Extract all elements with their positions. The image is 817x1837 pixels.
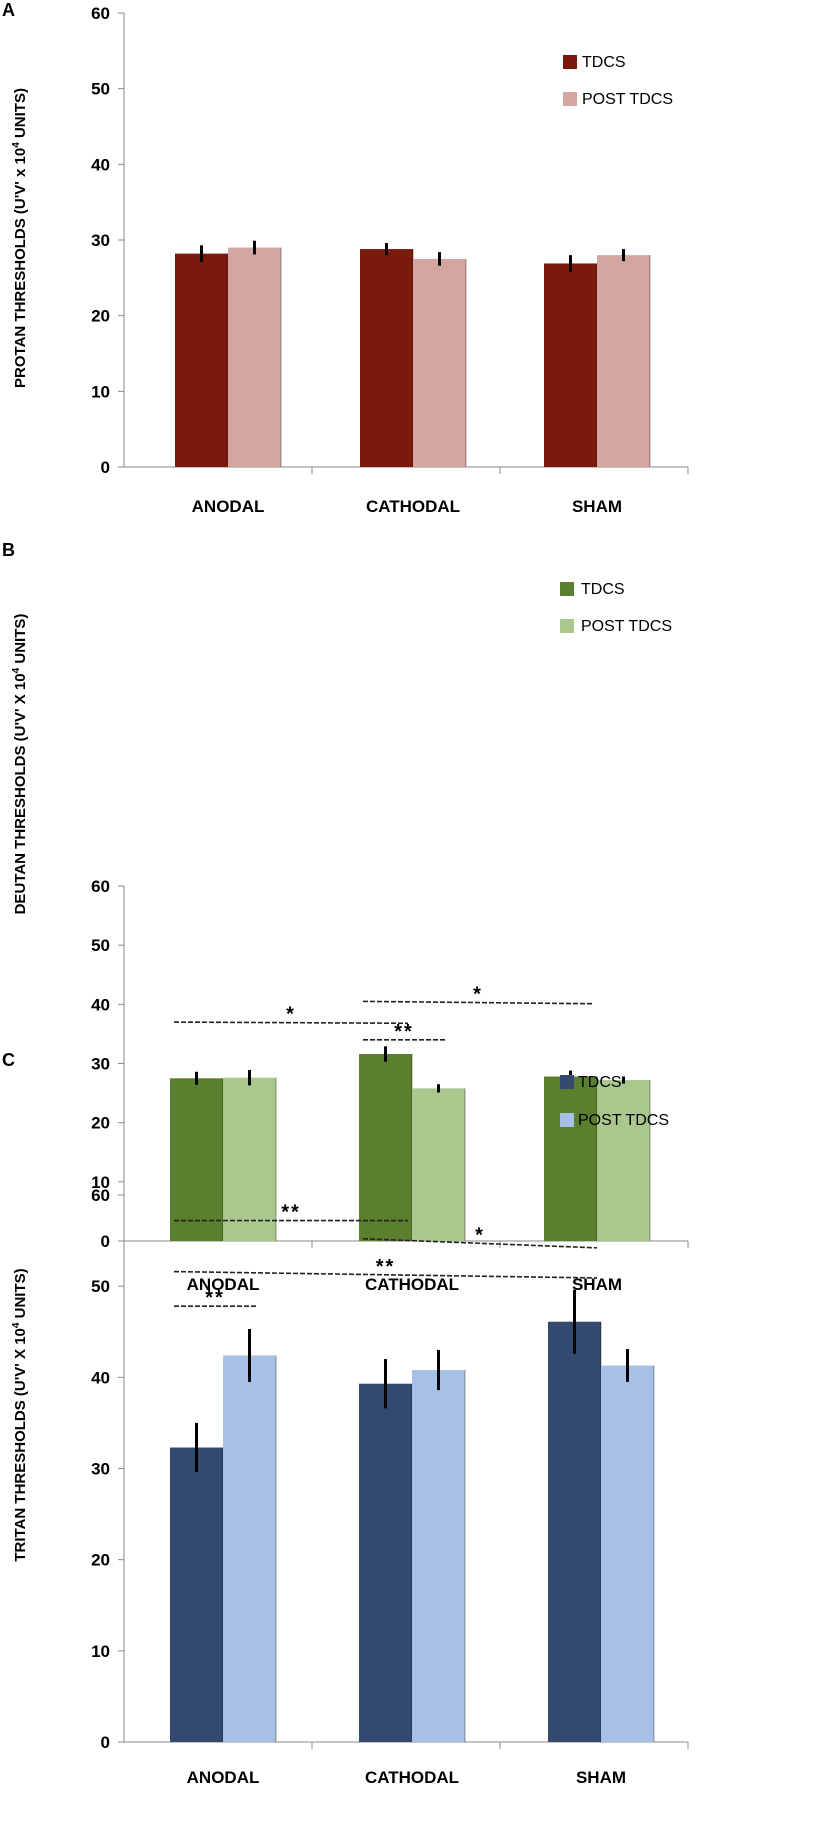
x-tick-label: ANODAL [187,1768,260,1787]
significance-line [362,1000,594,1005]
bar [359,1383,412,1742]
bar [223,1077,276,1241]
y-tick-label: 20 [91,1114,110,1133]
significance-label: * [473,984,483,1006]
significance-line [173,1021,409,1025]
significance-line [173,1270,598,1279]
legend-swatch [560,582,574,596]
significance-line [362,1237,598,1249]
y-tick-label: 40 [91,1368,110,1387]
bar [223,1355,276,1742]
bar [597,255,650,467]
legend-label: POST TDCS [582,91,673,108]
bar [601,1365,654,1742]
y-tick-label: 30 [91,1055,110,1074]
y-tick-label: 60 [91,1186,110,1205]
panel-label: C [2,1050,15,1070]
bar [548,1321,601,1742]
legend-label: TDCS [581,581,625,598]
x-tick-label: CATHODAL [365,1768,459,1787]
y-tick-label: 30 [91,1460,110,1479]
y-tick-label: 60 [91,877,110,896]
bar [413,258,466,467]
bar [597,1080,650,1241]
y-tick-label: 30 [91,231,110,250]
bar [170,1447,223,1742]
bar [360,249,413,467]
significance-label: ** [376,1256,396,1278]
bar [175,253,228,467]
significance-label: * [286,1004,296,1026]
legend-label: TDCS [578,1074,622,1091]
y-tick-label: 50 [91,1277,110,1296]
significance-label: ** [205,1287,225,1309]
y-tick-label: 10 [91,1642,110,1661]
legend-label: POST TDCS [581,618,672,635]
x-tick-label: CATHODAL [366,497,460,516]
y-tick-label: 20 [91,307,110,326]
panel-b: B DEUTAN THRESHOLDS (U'V' X 104 UNITS) 0… [0,540,817,1294]
bar [228,247,281,467]
bar [412,1088,465,1241]
legend-swatch [560,619,574,633]
x-tick-label: ANODAL [192,497,265,516]
y-tick-label: 0 [101,1733,110,1752]
y-tick-label: 40 [91,995,110,1014]
panel-label: B [2,540,15,560]
legend-swatch [560,1075,574,1089]
panel-label: A [2,0,15,20]
panel-a: A PROTAN THRESHOLDS (U'V' x 104 UNITS) 0… [0,0,817,540]
y-tick-label: 10 [91,382,110,401]
y-tick-label: 60 [91,4,110,23]
significance-label: ** [281,1202,301,1224]
x-tick-label: SHAM [572,497,622,516]
x-tick-label: ANODAL [187,1275,260,1294]
x-tick-label: SHAM [572,1275,622,1294]
x-tick-label: CATHODAL [365,1275,459,1294]
bar [412,1370,465,1742]
legend-swatch [563,92,577,106]
legend-swatch [560,1113,574,1127]
legend-label: POST TDCS [578,1112,669,1129]
x-tick-label: SHAM [576,1768,626,1787]
y-tick-label: 50 [91,80,110,99]
significance-label: * [475,1224,485,1246]
bar [170,1078,223,1241]
y-tick-label: 0 [101,1232,110,1251]
y-tick-label: 40 [91,155,110,174]
bar [544,263,597,467]
y-tick-label: 0 [101,458,110,477]
bar [544,1076,597,1241]
legend-label: TDCS [582,54,626,71]
panel-c: C TRITAN THRESHOLDS (U'V' X 104 UNITS) 0… [0,1050,817,1837]
y-tick-label: 50 [91,936,110,955]
chart-a: 0 10 20 30 40 50 60 ANODAL CATHODAL SHAM TDCS POST … [91,4,689,516]
y-tick-label: 20 [91,1551,110,1570]
legend-swatch [563,55,577,69]
y-tick-label: 10 [91,1173,110,1192]
significance-label: ** [394,1021,414,1043]
bar [359,1054,412,1241]
